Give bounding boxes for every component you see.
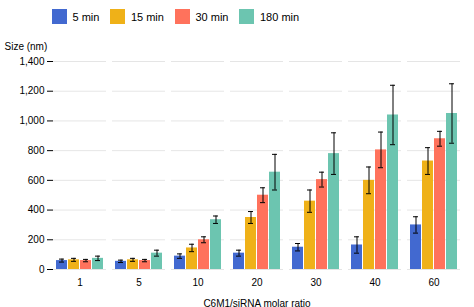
svg-text:20: 20 [251,276,263,287]
html-text:180 min: 180 min [260,10,300,23]
svg-text:600: 600 [28,174,45,185]
svg-text:1,400: 1,400 [19,55,44,66]
svg-text:1,000: 1,000 [19,115,44,126]
svg-text:Size (nm): Size (nm) [5,40,48,51]
svg-text:5: 5 [136,276,142,287]
svg-text:60: 60 [428,276,440,287]
svg-text:200: 200 [28,233,45,244]
html-text:30 min: 30 min [195,10,229,23]
html-text:15 min: 15 min [130,10,164,23]
svg-text:10: 10 [192,276,204,287]
svg-text:40: 40 [369,276,381,287]
svg-text:0: 0 [39,263,45,274]
svg-text:30: 30 [310,276,322,287]
svg-text:800: 800 [28,144,45,155]
svg-text:1: 1 [77,276,83,287]
svg-text:400: 400 [28,204,45,215]
html-text:5 min: 5 min [72,10,100,23]
svg-text:1,200: 1,200 [19,85,44,96]
svg-text:C6M1/siRNA molar ratio: C6M1/siRNA molar ratio [203,297,311,307]
